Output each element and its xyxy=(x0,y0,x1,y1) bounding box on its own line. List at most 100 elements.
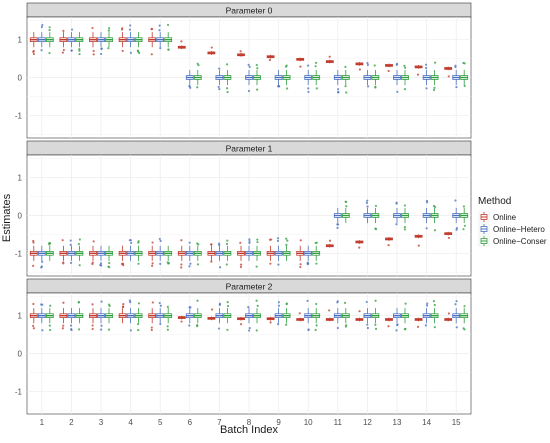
outlier-point xyxy=(314,65,317,68)
outlier-point xyxy=(426,302,429,305)
outlier-point xyxy=(256,67,259,70)
outlier-point xyxy=(100,47,103,50)
outlier-point xyxy=(315,324,318,327)
x-tick-label: 11 xyxy=(334,418,343,427)
outlier-point xyxy=(100,328,103,331)
outlier-point xyxy=(137,322,140,326)
outlier-point xyxy=(137,302,141,305)
outlier-point xyxy=(150,264,154,267)
outlier-point xyxy=(77,242,80,246)
outlier-point xyxy=(315,61,318,64)
outlier-point xyxy=(285,243,288,246)
outlier-point xyxy=(454,64,457,67)
outlier-point xyxy=(122,264,125,267)
outlier-point xyxy=(425,304,429,307)
outlier-point xyxy=(404,66,407,69)
outlier-point xyxy=(92,53,95,56)
outlier-point xyxy=(432,300,436,303)
legend-label: Online−Hetero xyxy=(493,225,545,234)
outlier-point xyxy=(40,266,43,269)
outlier-point xyxy=(158,301,161,305)
outlier-point xyxy=(48,51,51,55)
outlier-point xyxy=(78,48,81,51)
outlier-point xyxy=(447,312,450,315)
outlier-point xyxy=(225,263,228,266)
outlier-point xyxy=(210,308,214,311)
y-tick-label: 1 xyxy=(18,312,23,321)
outlier-point xyxy=(128,239,131,242)
outlier-point xyxy=(404,302,407,305)
outlier-point xyxy=(269,262,272,265)
outlier-point xyxy=(41,23,44,27)
x-tick-label: 7 xyxy=(217,418,222,427)
outlier-point xyxy=(299,239,302,242)
outlier-point xyxy=(403,328,406,331)
outlier-point xyxy=(41,303,44,306)
outlier-point xyxy=(32,324,35,328)
outlier-point xyxy=(425,199,429,203)
outlier-point xyxy=(315,262,318,265)
outlier-point xyxy=(432,88,436,92)
outlier-point xyxy=(130,241,133,245)
outlier-point xyxy=(180,263,183,266)
outlier-point xyxy=(286,239,289,242)
outlier-point xyxy=(344,65,347,68)
outlier-point xyxy=(91,324,94,327)
outlier-point xyxy=(188,265,191,268)
outlier-point xyxy=(100,324,103,327)
outlier-point xyxy=(248,241,251,245)
outlier-point xyxy=(180,266,183,269)
outlier-point xyxy=(180,40,183,43)
outlier-point xyxy=(226,304,230,308)
outlier-point xyxy=(345,91,348,94)
outlier-point xyxy=(151,301,154,304)
x-tick-label: 15 xyxy=(452,418,461,427)
outlier-point xyxy=(248,329,251,332)
series-online-hetero xyxy=(37,199,461,269)
outlier-point xyxy=(167,262,170,265)
outlier-point xyxy=(447,75,450,78)
outlier-point xyxy=(108,266,111,269)
outlier-point xyxy=(365,201,368,204)
outlier-point xyxy=(374,323,377,326)
outlier-point xyxy=(32,49,35,53)
outlier-point xyxy=(150,53,153,56)
outlier-point xyxy=(285,237,288,240)
outlier-point xyxy=(180,239,183,242)
outlier-point xyxy=(433,303,436,307)
outlier-point xyxy=(77,328,81,331)
outlier-point xyxy=(307,87,310,90)
outlier-point xyxy=(403,204,407,207)
outlier-point xyxy=(365,300,368,304)
outlier-point xyxy=(284,65,288,68)
outlier-point xyxy=(99,263,102,267)
outlier-point xyxy=(151,262,154,265)
outlier-point xyxy=(218,302,222,305)
outlier-point xyxy=(387,325,390,328)
x-tick-label: 14 xyxy=(422,418,431,427)
outlier-point xyxy=(129,329,132,332)
outlier-point xyxy=(433,86,436,89)
outlier-point xyxy=(447,236,450,240)
legend-key xyxy=(478,211,490,223)
outlier-point xyxy=(255,299,258,302)
outlier-point xyxy=(197,64,200,67)
x-tick-label: 3 xyxy=(99,418,104,427)
legend: Method Online Online−Hetero Online−Conser xyxy=(478,196,547,247)
x-tick-label: 12 xyxy=(363,418,372,427)
y-tick-label: -1 xyxy=(15,387,23,396)
outlier-point xyxy=(416,325,420,328)
outlier-point xyxy=(248,65,251,68)
outlier-point xyxy=(158,24,161,27)
outlier-point xyxy=(307,328,310,331)
outlier-point xyxy=(268,58,272,62)
series-online-conser xyxy=(45,299,469,332)
outlier-point xyxy=(70,49,73,52)
outlier-point xyxy=(276,239,280,243)
outlier-point xyxy=(239,323,243,326)
outlier-point xyxy=(455,85,458,89)
outlier-point xyxy=(188,324,191,327)
outlier-point xyxy=(159,47,162,50)
outlier-point xyxy=(62,324,65,327)
